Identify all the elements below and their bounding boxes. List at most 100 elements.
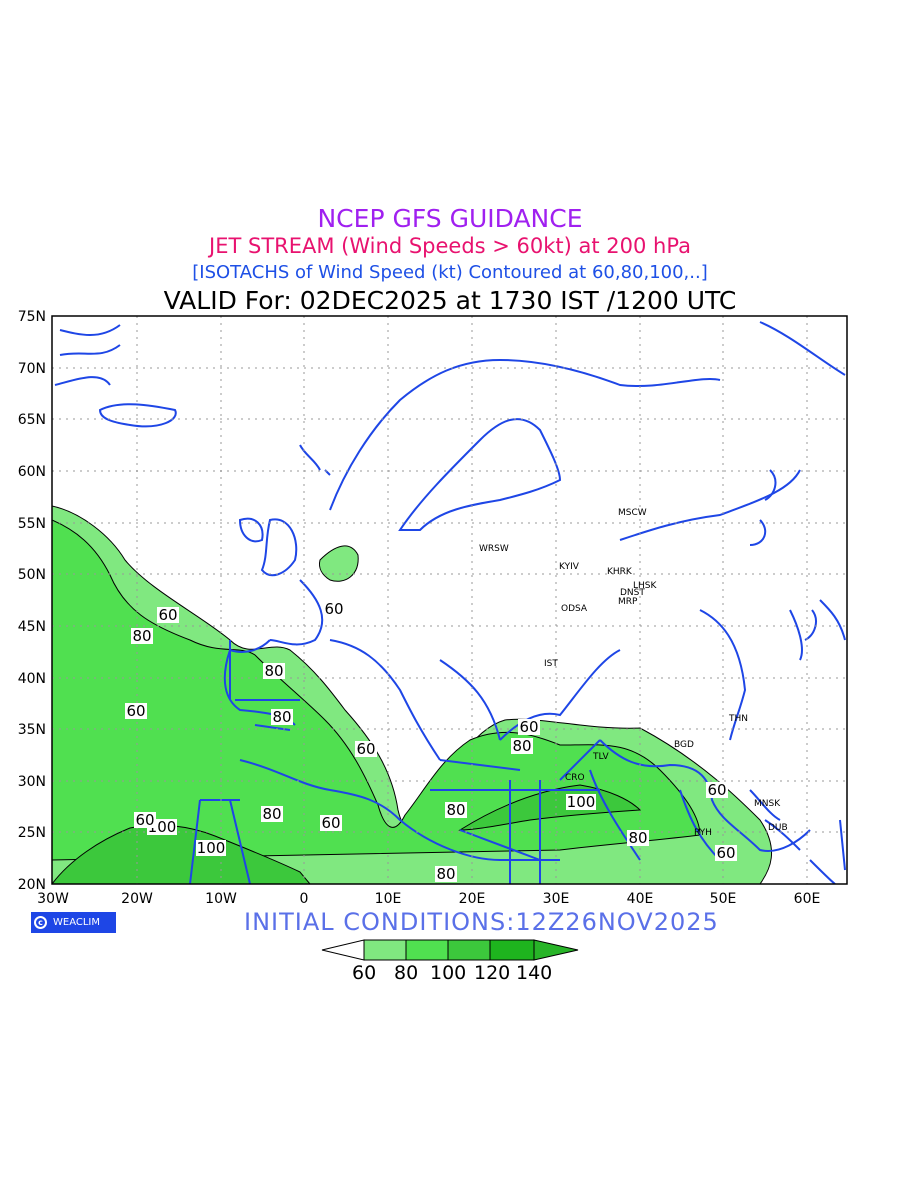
title-jet-stream: JET STREAM (Wind Speeds > 60kt) at 200 h… — [209, 234, 691, 258]
svg-text:60: 60 — [321, 814, 340, 832]
lat-label: 20N — [18, 877, 46, 893]
lon-label: 20E — [459, 891, 486, 907]
svg-text:60: 60 — [707, 781, 726, 799]
city-label: THN — [728, 714, 748, 724]
svg-text:80: 80 — [272, 708, 291, 726]
city-label: MNSK — [754, 799, 781, 809]
contour-label: 80 — [271, 708, 293, 726]
colorbar-label: 120 — [474, 962, 511, 984]
svg-text:80: 80 — [262, 805, 281, 823]
lat-label: 70N — [18, 361, 46, 377]
title-isotachs: [ISOTACHS of Wind Speed (kt) Contoured a… — [192, 262, 708, 283]
lat-label: 75N — [18, 309, 46, 325]
city-label: RYH — [694, 828, 712, 838]
svg-text:80: 80 — [446, 801, 465, 819]
lat-label: 55N — [18, 516, 46, 532]
city-label: DUB — [768, 823, 788, 833]
contour-labels: 60 80 60 80 80 60 60 80 60 80 60 100 80 … — [125, 600, 758, 883]
colorbar-segment — [533, 939, 579, 961]
colorbar-segment — [489, 939, 535, 961]
city-label: DNST — [620, 588, 645, 598]
contour-label: 80 — [263, 662, 285, 680]
lon-label: 40E — [627, 891, 654, 907]
city-label: WRSW — [479, 544, 509, 554]
city-label: IST — [544, 659, 558, 669]
logo-text: WEACLIM — [53, 917, 101, 928]
contour-label: 100 — [566, 793, 596, 811]
lon-label: 50E — [710, 891, 737, 907]
svg-text:100: 100 — [567, 793, 596, 811]
city-label: BGD — [674, 740, 694, 750]
wind-area-north-sea — [319, 545, 359, 582]
contour-label: 60 — [320, 814, 342, 832]
svg-text:60: 60 — [158, 606, 177, 624]
city-label: KYIV — [559, 562, 580, 572]
city-label: ODSA — [561, 604, 588, 614]
city-label: TLV — [592, 752, 610, 762]
svg-text:60: 60 — [324, 600, 343, 618]
contour-label: 60 — [134, 811, 156, 829]
contour-label: 60 — [125, 702, 147, 720]
svg-text:60: 60 — [356, 740, 375, 758]
city-label: KHRK — [607, 567, 633, 577]
contour-label: 80 — [511, 737, 533, 755]
contour-label: 100 — [196, 839, 226, 857]
lon-label: 20W — [121, 891, 153, 907]
svg-text:80: 80 — [628, 829, 647, 847]
city-label: MSCW — [618, 508, 647, 518]
contour-label: 60 — [736, 770, 758, 788]
lon-label: 60E — [794, 891, 821, 907]
lon-label: 30E — [543, 891, 570, 907]
copyright-icon: c — [34, 916, 47, 929]
city-label: MRP — [618, 597, 638, 607]
lon-label: 10W — [205, 891, 237, 907]
colorbar-label: 80 — [394, 962, 419, 984]
svg-text:60: 60 — [519, 718, 538, 736]
svg-text:60: 60 — [716, 844, 735, 862]
contour-label: 60 — [715, 844, 737, 862]
contour-label: 60 — [518, 718, 540, 736]
contour-label: 60 — [157, 606, 179, 624]
contour-label: 80 — [435, 865, 457, 883]
lat-label: 65N — [18, 412, 46, 428]
wind-area-jet-axis — [52, 519, 701, 861]
lat-label: 40N — [18, 671, 46, 687]
colorbar-segment — [447, 939, 491, 961]
title-valid-time: VALID For: 02DEC2025 at 1730 IST /1200 U… — [163, 286, 737, 315]
title-main: NCEP GFS GUIDANCE — [317, 204, 583, 233]
coastline-layer — [54, 321, 846, 884]
svg-text:60: 60 — [126, 702, 145, 720]
colorbar-label: 140 — [516, 962, 553, 984]
contour-label: 60 — [323, 600, 345, 618]
lat-label: 45N — [18, 619, 46, 635]
lon-label: 0 — [300, 891, 309, 907]
lat-label: 30N — [18, 774, 46, 790]
city-labels: MSCW WRSW KYIV KHRK LHSK DNST MRP ODSA I… — [479, 508, 788, 838]
colorbar — [321, 939, 579, 961]
latitude-labels: 75N 70N 65N 60N 55N 50N 45N 40N 35N 30N … — [18, 309, 46, 893]
lon-label: 30W — [37, 891, 69, 907]
colorbar-segment — [321, 939, 365, 961]
svg-text:80: 80 — [436, 865, 455, 883]
contour-label: 80 — [445, 801, 467, 819]
svg-text:80: 80 — [132, 627, 151, 645]
city-label: LHSK — [633, 581, 657, 591]
svg-text:60: 60 — [135, 811, 154, 829]
lon-label: 10E — [375, 891, 402, 907]
lat-label: 50N — [18, 567, 46, 583]
contour-label: 60 — [355, 740, 377, 758]
colorbar-label: 100 — [430, 962, 467, 984]
map-frame — [51, 315, 848, 885]
colorbar-label: 60 — [352, 962, 377, 984]
contour-label: 60 — [706, 781, 728, 799]
svg-text:80: 80 — [264, 662, 283, 680]
lat-label: 60N — [18, 464, 46, 480]
svg-text:100: 100 — [197, 839, 226, 857]
contour-label: 80 — [131, 627, 153, 645]
contour-label: 80 — [627, 829, 649, 847]
svg-text:80: 80 — [512, 737, 531, 755]
lat-label: 25N — [18, 825, 46, 841]
contour-label: 80 — [261, 805, 283, 823]
lat-label: 35N — [18, 722, 46, 738]
